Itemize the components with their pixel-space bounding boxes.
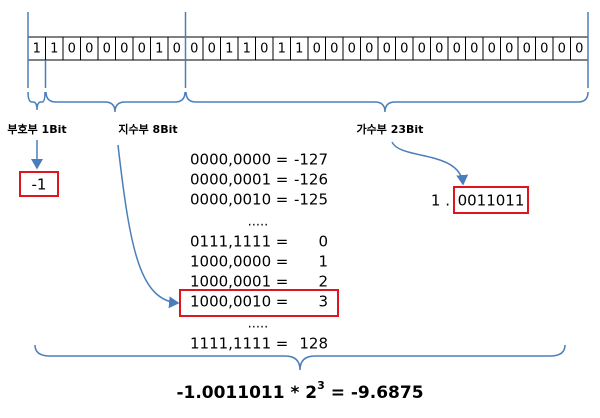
bit-value: 0 (383, 42, 391, 57)
brace (34, 344, 566, 371)
bit-value: 0 (103, 42, 111, 57)
mantissa-label: 가수부 23Bit (357, 122, 424, 136)
exponent-value: 3 (318, 293, 328, 311)
exponent-value: -126 (294, 171, 328, 189)
bit-value: 1 (33, 42, 41, 57)
bit-value: 0 (558, 42, 566, 57)
bit-value: 0 (85, 42, 93, 57)
highlight-box (19, 171, 59, 197)
bit-value: 0 (348, 42, 356, 57)
bit-value: 0 (68, 42, 76, 57)
mantissa-prefix: 1 . (431, 192, 450, 210)
equals: = (276, 171, 289, 189)
exponent-label: 지수부 8Bit (118, 122, 177, 136)
exponent-bits: 1000,0010 (190, 293, 271, 311)
equals: = (276, 253, 289, 271)
ellipsis: ..... (248, 215, 269, 230)
bit-value: 0 (190, 42, 198, 57)
exponent-table: 0000,0000 = -127 0000,0001 = -126 0000,0010 = -1… (190, 151, 328, 353)
sign-label: 부호부 1Bit (7, 122, 66, 136)
exponent-bits: 0000,0001 (190, 171, 271, 189)
exponent-value: -125 (294, 191, 328, 209)
bit-value: 1 (243, 42, 251, 57)
exponent-bits: 1111,1111 (190, 335, 271, 353)
exponent-value: 128 (299, 335, 328, 353)
exponent-value: 0 (318, 233, 328, 251)
exponent-bits: 0000,0000 (190, 151, 271, 169)
bit-value: 1 (295, 42, 303, 57)
arrow (391, 141, 469, 186)
exponent-bits: 1000,0001 (190, 273, 271, 291)
bit-value: 0 (208, 42, 216, 57)
bit-value: 0 (330, 42, 338, 57)
exponent-bits: 0111,1111 (190, 233, 271, 251)
mantissa-value: 0011011 (458, 192, 525, 210)
bit-value: 0 (120, 42, 128, 57)
equals: = (276, 151, 289, 169)
formula-base: -1.0011011 * 2 (176, 383, 317, 403)
bit-value: 0 (435, 42, 443, 57)
bit-value: 1 (225, 42, 233, 57)
bit-value: 0 (365, 42, 373, 57)
bit-value: 0 (488, 42, 496, 57)
equals: = (276, 191, 289, 209)
bit-value: 1 (155, 42, 163, 57)
brace (27, 91, 46, 111)
bit-value: 0 (470, 42, 478, 57)
exponent-value: 1 (318, 253, 328, 271)
equals: = (276, 233, 289, 251)
exponent-value: -127 (294, 151, 328, 169)
bit-value: 0 (453, 42, 461, 57)
formula-exponent: 3 (317, 379, 325, 392)
exponent-bits: 1000,0000 (190, 253, 271, 271)
sign-value: -1 (32, 176, 47, 194)
brace (45, 91, 186, 113)
highlight-box (179, 289, 339, 317)
formula-result: = -9.6875 (325, 383, 424, 403)
bit-value: 0 (260, 42, 268, 57)
formula: -1.0011011 * 23 = -9.6875 (176, 379, 423, 403)
bit-value: 0 (540, 42, 548, 57)
exponent-value: 2 (318, 273, 328, 291)
bit-value: 0 (138, 42, 146, 57)
ellipsis: ..... (248, 317, 269, 332)
exponent-bits: 0000,0010 (190, 191, 271, 209)
bit-value: 0 (400, 42, 408, 57)
bit-value: 0 (173, 42, 181, 57)
bit-value: 1 (278, 42, 286, 57)
equals: = (276, 335, 289, 353)
bit-value: 1 (50, 42, 58, 57)
equals: = (276, 273, 289, 291)
equals: = (276, 293, 289, 311)
bit-value: 0 (418, 42, 426, 57)
bit-value: 0 (523, 42, 531, 57)
highlight-box (453, 186, 529, 214)
brace (185, 91, 589, 113)
arrow (117, 144, 180, 309)
bit-value: 0 (313, 42, 321, 57)
bit-value: 0 (505, 42, 513, 57)
bit-value: 0 (575, 42, 583, 57)
